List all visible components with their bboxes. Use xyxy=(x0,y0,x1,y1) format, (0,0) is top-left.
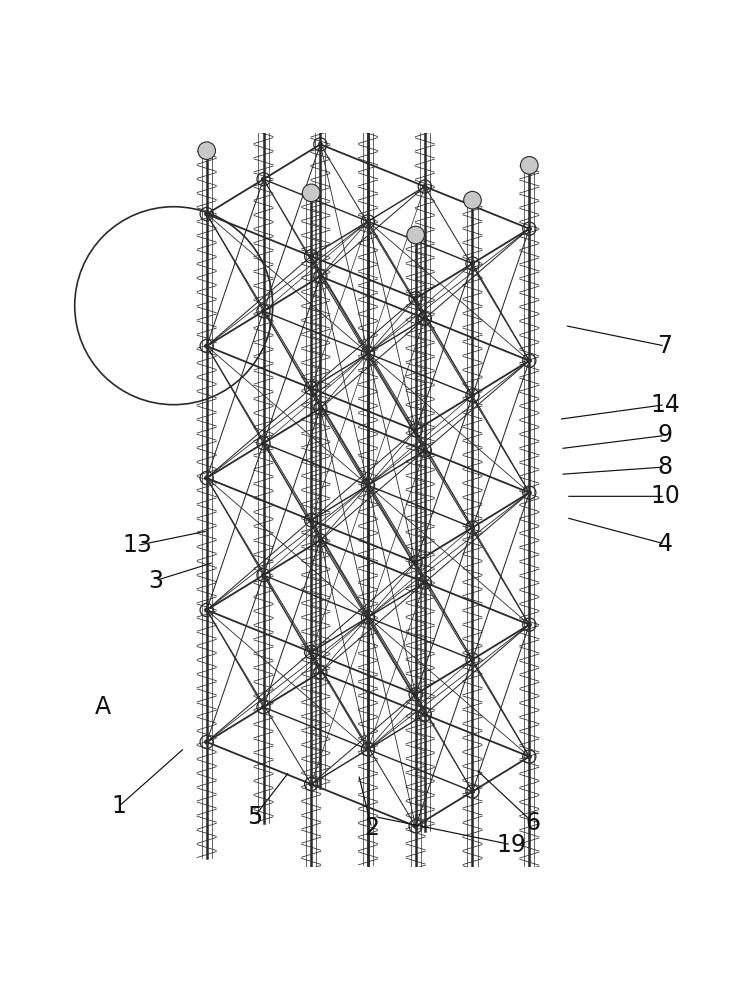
Circle shape xyxy=(309,782,314,786)
Circle shape xyxy=(414,692,418,697)
Circle shape xyxy=(422,448,427,453)
Circle shape xyxy=(416,114,434,132)
Circle shape xyxy=(366,615,370,620)
Text: 7: 7 xyxy=(657,334,673,358)
Circle shape xyxy=(205,476,209,480)
Circle shape xyxy=(470,261,475,266)
Circle shape xyxy=(414,428,418,433)
Text: 10: 10 xyxy=(650,484,680,508)
Circle shape xyxy=(318,670,322,675)
Circle shape xyxy=(361,108,375,123)
Circle shape xyxy=(527,227,531,231)
Circle shape xyxy=(527,754,531,759)
Circle shape xyxy=(470,525,475,530)
Text: 9: 9 xyxy=(657,423,673,447)
Circle shape xyxy=(414,296,418,301)
Circle shape xyxy=(520,157,538,174)
Text: 5: 5 xyxy=(247,805,262,829)
Circle shape xyxy=(470,789,475,794)
Circle shape xyxy=(309,518,314,522)
Circle shape xyxy=(318,406,322,411)
Circle shape xyxy=(422,316,427,321)
Text: 4: 4 xyxy=(657,532,673,556)
Circle shape xyxy=(527,622,531,627)
Circle shape xyxy=(318,142,322,147)
Circle shape xyxy=(311,72,329,90)
Circle shape xyxy=(318,274,322,279)
Circle shape xyxy=(407,226,425,244)
Circle shape xyxy=(205,608,209,612)
Circle shape xyxy=(302,184,320,202)
Circle shape xyxy=(527,490,531,495)
Circle shape xyxy=(366,219,370,224)
Circle shape xyxy=(261,573,266,577)
Circle shape xyxy=(309,650,314,654)
Circle shape xyxy=(464,191,481,209)
Circle shape xyxy=(366,351,370,356)
Circle shape xyxy=(422,712,427,717)
Text: 1: 1 xyxy=(111,794,126,818)
Circle shape xyxy=(198,142,216,159)
Circle shape xyxy=(355,103,381,128)
Circle shape xyxy=(261,441,266,445)
Text: 14: 14 xyxy=(650,393,680,417)
Text: 13: 13 xyxy=(122,533,152,557)
Text: 3: 3 xyxy=(148,569,163,593)
Circle shape xyxy=(261,705,266,709)
Circle shape xyxy=(366,747,370,751)
Text: 2: 2 xyxy=(364,816,379,840)
Text: A: A xyxy=(94,695,110,719)
Circle shape xyxy=(422,184,427,189)
Circle shape xyxy=(309,386,314,390)
Circle shape xyxy=(414,560,418,565)
Circle shape xyxy=(414,824,418,828)
Circle shape xyxy=(527,358,531,363)
Text: 6: 6 xyxy=(526,811,540,835)
Circle shape xyxy=(309,254,314,258)
Text: 8: 8 xyxy=(657,455,673,479)
Circle shape xyxy=(470,393,475,398)
Circle shape xyxy=(205,344,209,348)
Circle shape xyxy=(261,177,266,181)
Circle shape xyxy=(205,740,209,744)
Circle shape xyxy=(205,212,209,216)
Circle shape xyxy=(255,107,272,125)
Circle shape xyxy=(470,657,475,662)
Text: 19: 19 xyxy=(496,833,526,857)
Circle shape xyxy=(318,538,322,543)
Circle shape xyxy=(422,580,427,585)
Circle shape xyxy=(261,309,266,313)
Circle shape xyxy=(366,483,370,488)
